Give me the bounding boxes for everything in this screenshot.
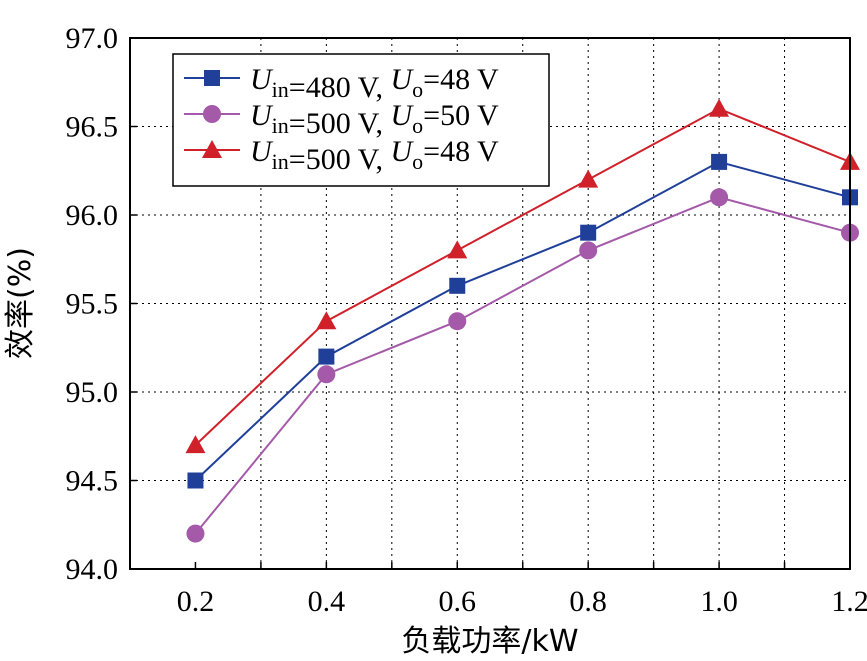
series-2 bbox=[186, 188, 859, 543]
axis-ticks: 0.2 0.4 0.6 0.8 1.0 1.2 94.0 94.5 95.0 95.5 96.0 96… bbox=[66, 22, 867, 618]
legend-label-part: o bbox=[412, 77, 423, 102]
legend-box bbox=[172, 53, 550, 187]
data-point-square bbox=[580, 224, 597, 241]
legend-label-part: in bbox=[272, 113, 289, 138]
legend-label-part: o bbox=[412, 113, 423, 138]
legend-label-part: =48 V bbox=[423, 135, 499, 168]
legend-label-part: =480 V, bbox=[289, 71, 391, 104]
data-point-square bbox=[711, 153, 728, 170]
x-tick-label: 0.6 bbox=[439, 585, 477, 618]
data-point-square bbox=[204, 70, 220, 86]
y-tick-label: 94.0 bbox=[66, 553, 119, 586]
legend-entry-2: Uin=500 V, Uo=50 V bbox=[184, 99, 499, 140]
data-point-square bbox=[187, 472, 204, 489]
data-point-triangle bbox=[185, 435, 206, 454]
data-point-circle bbox=[186, 524, 205, 543]
series-group bbox=[185, 98, 860, 543]
legend-label-part: =500 V, bbox=[289, 107, 391, 140]
y-tick-label: 94.5 bbox=[66, 465, 119, 498]
x-tick-label: 0.4 bbox=[308, 585, 346, 618]
series-line bbox=[194, 196, 851, 535]
legend-label: Uin=500 V, Uo=48 V bbox=[250, 135, 499, 176]
legend-label-part: U bbox=[250, 135, 274, 168]
data-point-circle bbox=[317, 365, 336, 384]
data-point-triangle bbox=[316, 311, 337, 330]
legend-label-part: U bbox=[390, 99, 414, 132]
data-point-triangle bbox=[447, 240, 468, 259]
legend-label-part: =50 V bbox=[423, 99, 499, 132]
series-line bbox=[194, 107, 851, 446]
y-tick-label: 95.0 bbox=[66, 376, 119, 409]
legend-label-part: o bbox=[412, 149, 423, 174]
data-point-circle bbox=[710, 188, 729, 207]
legend-label: Uin=500 V, Uo=50 V bbox=[250, 99, 499, 140]
x-tick-label: 0.2 bbox=[177, 585, 215, 618]
series-line bbox=[194, 160, 851, 482]
x-tick-label: 1.2 bbox=[831, 585, 867, 618]
x-tick-label: 0.8 bbox=[569, 585, 607, 618]
y-tick-label: 95.5 bbox=[66, 288, 119, 321]
legend-label: Uin=480 V, Uo=48 V bbox=[250, 63, 499, 104]
y-axis-label: 效率(%) bbox=[3, 247, 38, 359]
legend-label-part: =500 V, bbox=[289, 143, 391, 176]
data-point-square bbox=[449, 277, 466, 294]
y-tick-label: 96.5 bbox=[66, 111, 119, 144]
legend-entry-3: Uin=500 V, Uo=48 V bbox=[184, 135, 499, 176]
y-tick-label: 96.0 bbox=[66, 199, 119, 232]
legend-label-part: in bbox=[272, 77, 289, 102]
legend-label-part: U bbox=[250, 63, 274, 96]
data-point-triangle bbox=[202, 140, 222, 158]
legend-label-part: U bbox=[250, 99, 274, 132]
legend-label-part: U bbox=[390, 135, 414, 168]
x-tick-label: 1.0 bbox=[700, 585, 738, 618]
y-tick-label: 97.0 bbox=[66, 22, 119, 55]
legend-label-part: in bbox=[272, 149, 289, 174]
data-point-square bbox=[318, 348, 335, 365]
series-3 bbox=[185, 98, 860, 454]
x-axis-label: 负载功率/kW bbox=[401, 624, 578, 659]
legend-entry-1: Uin=480 V, Uo=48 V bbox=[184, 63, 499, 104]
data-point-circle bbox=[448, 312, 467, 331]
legend-label-part: U bbox=[390, 63, 414, 96]
data-point-circle bbox=[203, 105, 221, 123]
data-point-circle bbox=[579, 241, 598, 260]
legend-label-part: =48 V bbox=[423, 63, 499, 96]
data-point-triangle bbox=[578, 169, 599, 188]
data-point-triangle bbox=[709, 98, 730, 117]
